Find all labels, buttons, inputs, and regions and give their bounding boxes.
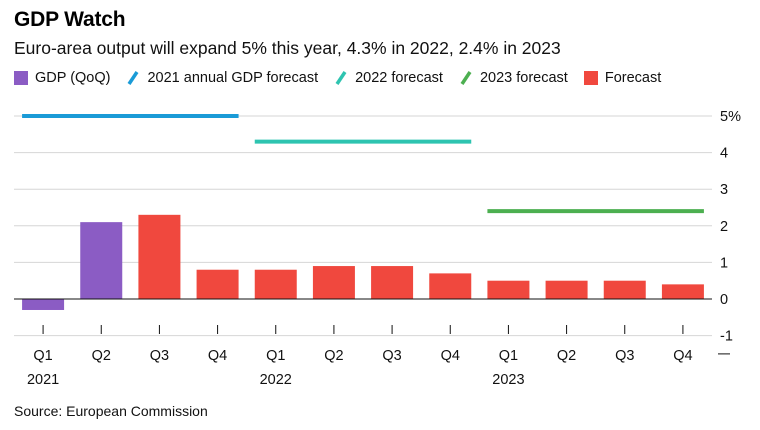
year-label-2023: 2023 — [492, 372, 524, 388]
x-tick-label-10: Q3 — [615, 348, 634, 364]
bar-forecast-5 — [312, 266, 355, 299]
legend-label-2023-forecast: 2023 forecast — [479, 70, 568, 86]
legend-item-2023-forecast: 2023 forecast — [459, 70, 568, 86]
bar-forecast-8 — [487, 280, 530, 299]
legend-label-2022-forecast: 2022 forecast — [355, 70, 443, 86]
legend-swatch-2023-forecast — [460, 71, 472, 85]
y-tick-label-3: 3 — [720, 182, 728, 198]
x-tick-label-1: Q2 — [92, 348, 111, 364]
x-tick-label-6: Q3 — [382, 348, 401, 364]
y-tick-label--1: -1 — [720, 329, 733, 345]
chart-subtitle: Euro-area output will expand 5% this yea… — [14, 38, 561, 58]
x-tick-label-7: Q4 — [441, 348, 460, 364]
bar-forecast-6 — [371, 266, 414, 299]
x-tick-label-9: Q2 — [557, 348, 576, 364]
legend-swatch-2022-forecast — [335, 71, 347, 85]
y-tick-label-4: 4 — [720, 146, 728, 162]
bar-forecast-9 — [545, 280, 588, 299]
x-tick-label-2: Q3 — [150, 348, 169, 364]
y-tick-label-5: 5% — [720, 109, 741, 125]
y-tick-label-2: 2 — [720, 219, 728, 235]
x-tick-label-5: Q2 — [324, 348, 343, 364]
bar-forecast-3 — [196, 269, 239, 299]
year-label-2022: 2022 — [260, 372, 292, 388]
bar-gdp-qoq--1 — [80, 222, 123, 299]
legend-item-forecast: Forecast — [583, 70, 662, 86]
legend-swatch-forecast — [583, 71, 598, 85]
legend-swatch-gdp-qoq — [14, 71, 28, 85]
bar-forecast-10 — [603, 280, 646, 299]
x-tick-label-8: Q1 — [499, 348, 518, 364]
legend: GDP (QoQ) 2021 annual GDP forecast 2022 … — [14, 70, 661, 86]
legend-label-forecast: Forecast — [604, 70, 662, 86]
x-tick-label-11: Q4 — [673, 348, 692, 364]
bar-forecast-7 — [429, 273, 472, 299]
y-tick-label-1: 1 — [720, 255, 728, 271]
bar-gdp-qoq--0 — [22, 299, 65, 310]
y-tick-label-0: 0 — [720, 292, 728, 308]
legend-item-2022-forecast: 2022 forecast — [334, 70, 443, 86]
year-label-2021: 2021 — [27, 372, 59, 388]
legend-item-gdp-qoq: GDP (QoQ) — [14, 70, 110, 86]
legend-label-gdp-qoq: GDP (QoQ) — [35, 70, 111, 86]
legend-swatch-2021-forecast — [128, 71, 139, 85]
x-tick-label-3: Q4 — [208, 348, 227, 364]
bar-forecast-2 — [138, 214, 181, 299]
bar-forecast-4 — [254, 269, 297, 299]
legend-label-2021-forecast: 2021 annual GDP forecast — [147, 70, 319, 86]
bar-forecast-11 — [661, 284, 704, 299]
source-note: Source: European Commission — [14, 403, 208, 419]
chart-title: GDP Watch — [14, 8, 126, 31]
legend-item-2021-forecast: 2021 annual GDP forecast — [126, 70, 318, 86]
x-tick-label-0: Q1 — [33, 348, 52, 364]
x-tick-label-4: Q1 — [266, 348, 285, 364]
